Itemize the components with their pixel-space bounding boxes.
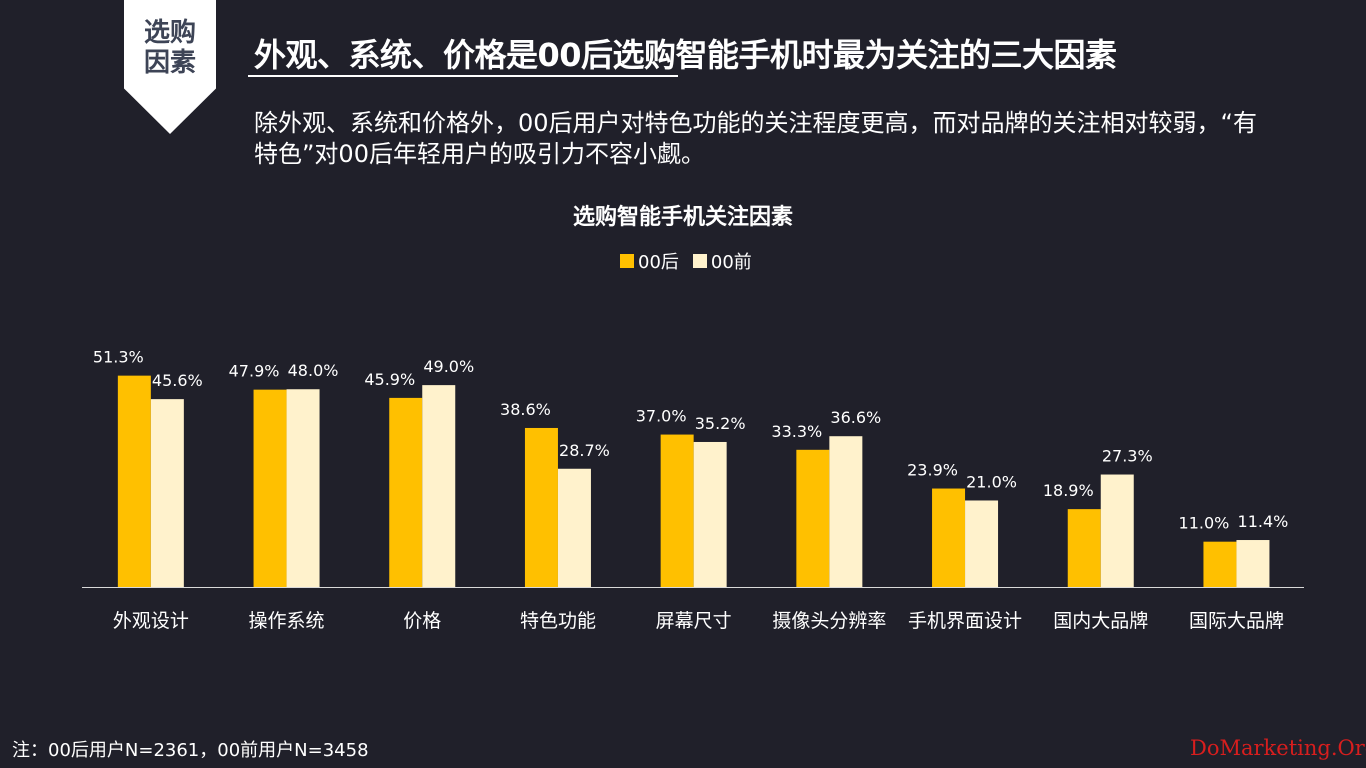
bar-2: [422, 385, 456, 587]
data-label: 48.0%: [288, 361, 339, 380]
x-tick-label: 手机界面设计: [908, 610, 1022, 632]
bar-1: [660, 434, 694, 587]
bar-1: [524, 427, 558, 587]
data-label: 47.9%: [229, 362, 280, 381]
data-label: 45.9%: [364, 370, 415, 389]
bar-2: [829, 436, 863, 587]
legend-item-series-1: 00后: [620, 248, 679, 274]
bar-1: [1203, 541, 1237, 587]
bar-2: [1100, 474, 1134, 587]
data-label: 51.3%: [93, 348, 144, 367]
data-label: 28.7%: [559, 441, 610, 460]
data-label: 38.6%: [500, 400, 551, 419]
bar-2: [557, 468, 591, 587]
bar-2: [1236, 540, 1270, 587]
data-label: 35.2%: [695, 414, 746, 433]
bar-1: [253, 389, 287, 587]
legend-swatch-series-1: [620, 254, 634, 268]
bar-2: [965, 500, 999, 587]
bar-2: [286, 389, 320, 587]
data-label: 21.0%: [966, 472, 1017, 491]
chart-legend: 00后 00前: [620, 248, 752, 274]
data-label: 23.9%: [907, 461, 958, 480]
ribbon-line-2: 因素: [143, 48, 196, 78]
x-tick-label: 外观设计: [113, 610, 189, 632]
legend-item-series-2: 00前: [692, 248, 752, 274]
page-subtitle: 除外观、系统和价格外，00后用户对特色功能的关注程度更高，而对品牌的关注相对较弱…: [254, 109, 1257, 168]
page-title: 外观、系统、价格是00后选购智能手机时最为关注的三大因素: [254, 36, 1117, 74]
chart-title: 选购智能手机关注因素: [572, 205, 793, 230]
title-underline: [248, 75, 678, 77]
x-tick-label: 国际大品牌: [1189, 610, 1284, 632]
data-label: 18.9%: [1043, 481, 1094, 500]
bar-2: [150, 399, 184, 587]
bar-1: [389, 397, 423, 587]
legend-swatch-series-2: [692, 254, 707, 268]
data-label: 11.0%: [1179, 514, 1230, 533]
bar-1: [1067, 509, 1101, 587]
x-tick-label: 国内大品牌: [1053, 610, 1148, 632]
data-label: 11.4%: [1238, 512, 1289, 531]
data-label: 36.6%: [830, 408, 881, 427]
x-tick-label: 操作系统: [249, 610, 325, 632]
data-label: 33.3%: [771, 422, 822, 441]
bar-1: [117, 375, 151, 587]
legend-label-series-2: 00前: [710, 252, 752, 273]
watermark: DoMarketing.Org: [1190, 736, 1366, 760]
section-ribbon-label: 选购 因素: [124, 18, 216, 78]
x-tick-label: 价格: [403, 610, 441, 632]
bar-2: [693, 441, 727, 587]
ribbon-line-1: 选购: [143, 18, 196, 48]
data-label: 45.6%: [152, 371, 203, 390]
data-label: 37.0%: [636, 407, 687, 426]
x-tick-label: 摄像头分辨率: [772, 610, 886, 632]
bar-1: [796, 449, 830, 587]
x-tick-label: 屏幕尺寸: [656, 610, 732, 632]
bar-1: [932, 488, 966, 587]
data-label: 49.0%: [423, 357, 474, 376]
sample-size-note: 注：00后用户N=2361，00前用户N=3458: [12, 740, 369, 761]
data-label: 27.3%: [1102, 447, 1153, 466]
legend-label-series-1: 00后: [638, 252, 679, 273]
x-tick-label: 特色功能: [520, 610, 596, 632]
